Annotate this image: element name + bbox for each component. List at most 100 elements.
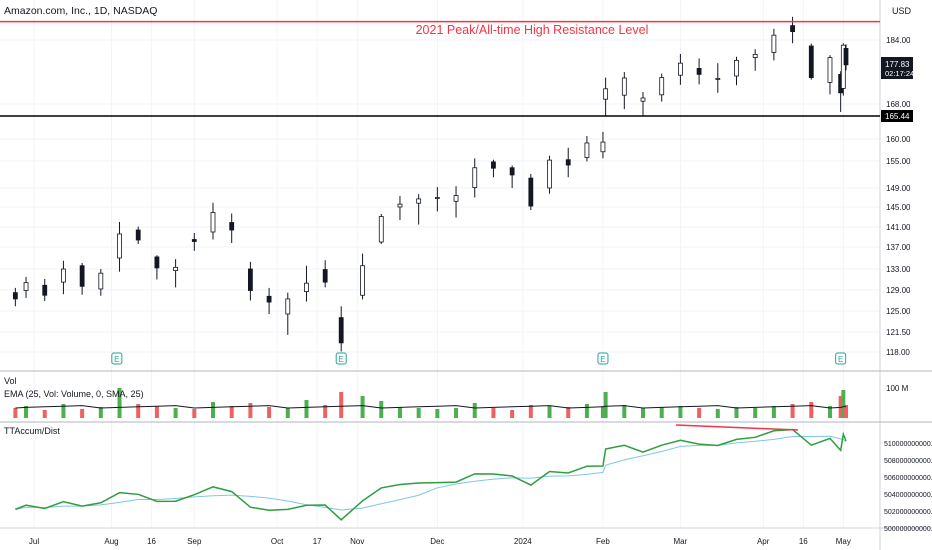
candle-body <box>528 177 534 207</box>
time-tick-label: Nov <box>350 537 364 546</box>
time-tick-label: Jul <box>29 537 39 546</box>
candle-body <box>247 268 253 291</box>
volume-bar <box>173 408 178 418</box>
volume-bar <box>584 404 589 418</box>
candle-body <box>304 282 309 292</box>
volume-axis-label: 100 M <box>886 384 909 393</box>
volume-bar <box>61 404 66 418</box>
volume-bar <box>771 406 776 418</box>
candle-body <box>678 62 683 76</box>
volume-bar <box>528 405 533 418</box>
candle-body <box>191 239 197 242</box>
candle-body <box>659 77 665 96</box>
volume-bar <box>192 409 197 418</box>
volume-bar <box>154 406 159 418</box>
volume-bar <box>416 408 421 418</box>
price-tick-label: 125.00 <box>886 307 911 316</box>
time-tick-label: 17 <box>313 537 322 546</box>
earnings-marker <box>597 352 609 365</box>
price-tick-label: 118.00 <box>886 348 910 357</box>
time-tick-label: Sep <box>187 537 202 546</box>
candle-body <box>827 57 833 83</box>
candle-body <box>12 292 18 300</box>
candle-body <box>79 265 85 287</box>
volume-bar <box>715 409 720 418</box>
candle-body <box>640 97 646 102</box>
volume-bar <box>697 408 702 418</box>
candle-body <box>434 197 440 199</box>
volume-bar <box>379 401 384 418</box>
candle-body <box>154 256 160 269</box>
candle-body <box>565 159 571 166</box>
candle-body <box>453 195 459 202</box>
candle-body <box>843 48 849 66</box>
volume-bar <box>98 407 103 418</box>
volume-bar <box>80 409 85 418</box>
accum-tick-label: 504000000000.00 <box>884 492 932 499</box>
candle-body <box>397 203 403 208</box>
resistance-annotation: 2021 Peak/All-time High Resistance Level <box>416 23 649 37</box>
earnings-marker-label: E <box>600 355 605 364</box>
earnings-marker-label: E <box>838 355 843 364</box>
currency-label[interactable]: USD <box>892 6 912 16</box>
accum-divergence-line <box>675 424 799 431</box>
accum-tick-label: 508000000000.00 <box>884 458 932 465</box>
volume-bar <box>622 405 627 418</box>
candle-body <box>790 25 795 33</box>
volume-bar <box>491 408 496 418</box>
candle-body <box>840 44 846 89</box>
support-price-value: 165.44 <box>885 112 910 121</box>
price-tick-label: 145.00 <box>886 203 911 212</box>
volume-bar <box>117 388 122 418</box>
candle-body <box>61 268 66 283</box>
volume-bar <box>841 390 846 418</box>
time-tick-label: Feb <box>596 537 610 546</box>
earnings-marker-label: E <box>114 355 119 364</box>
accum-tick-label: 510000000000.00 <box>884 441 932 448</box>
time-tick-label: 16 <box>147 537 156 546</box>
volume-bar <box>600 406 605 418</box>
accum-title: TTAccum/Dist <box>4 426 60 436</box>
candle-body <box>360 265 365 296</box>
candle-body <box>338 317 344 344</box>
candle-body <box>285 298 291 315</box>
volume-bar <box>510 410 515 418</box>
volume-bar <box>248 403 253 418</box>
candle-body <box>715 78 721 80</box>
candle-body <box>603 88 609 100</box>
volume-bar <box>24 406 29 418</box>
candle-body <box>491 161 496 169</box>
volume-bar <box>844 405 848 418</box>
candle-body <box>23 282 29 291</box>
volume-bar <box>360 396 365 418</box>
accum-dist-line <box>15 428 847 521</box>
candle-body <box>808 45 814 79</box>
volume-bar <box>734 407 739 418</box>
accum-tick-label: 500000000000.00 <box>884 526 932 533</box>
last-price-value: 177.83 <box>885 60 910 69</box>
volume-bar <box>435 409 440 418</box>
volume-bar <box>285 408 290 418</box>
levels <box>0 20 880 117</box>
price-tick-label: 133.00 <box>886 265 911 274</box>
volume-ema-line <box>15 405 847 409</box>
chart-title: Amazon.com, Inc., 1D, NASDAQ <box>4 5 157 17</box>
time-tick-label: Apr <box>757 537 770 546</box>
volume-bar <box>454 408 459 418</box>
volume-bar <box>827 406 832 418</box>
last-price-countdown: 02:17:24 <box>885 69 914 78</box>
time-tick-label: 16 <box>799 537 808 546</box>
earnings-marker <box>111 352 123 365</box>
candles <box>12 16 849 352</box>
volume-bar <box>211 402 215 418</box>
price-tick-label: 155.00 <box>886 157 911 166</box>
candle-body <box>266 295 272 303</box>
candle-body <box>135 229 141 241</box>
candle-body <box>734 60 739 77</box>
candle-body <box>509 167 515 176</box>
candle-body <box>600 141 606 153</box>
earnings-marker-label: E <box>339 355 344 364</box>
volume-bar <box>753 408 758 418</box>
